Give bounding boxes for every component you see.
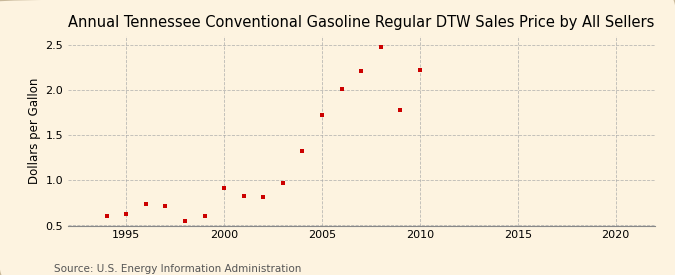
Point [336,87,347,91]
Point [395,108,406,112]
Point [180,219,190,223]
Y-axis label: Dollars per Gallon: Dollars per Gallon [28,78,41,184]
Point [238,194,249,198]
Point [160,204,171,208]
Text: Source: U.S. Energy Information Administration: Source: U.S. Energy Information Administ… [54,264,301,274]
Point [317,113,327,117]
Point [414,68,425,72]
Point [101,214,112,219]
Point [356,69,367,73]
Point [199,213,210,218]
Point [375,45,386,50]
Point [297,149,308,154]
Point [277,181,288,185]
Point [219,186,230,191]
Title: Annual Tennessee Conventional Gasoline Regular DTW Sales Price by All Sellers: Annual Tennessee Conventional Gasoline R… [68,15,654,31]
Point [258,195,269,200]
Point [121,211,132,216]
Point [140,202,151,206]
